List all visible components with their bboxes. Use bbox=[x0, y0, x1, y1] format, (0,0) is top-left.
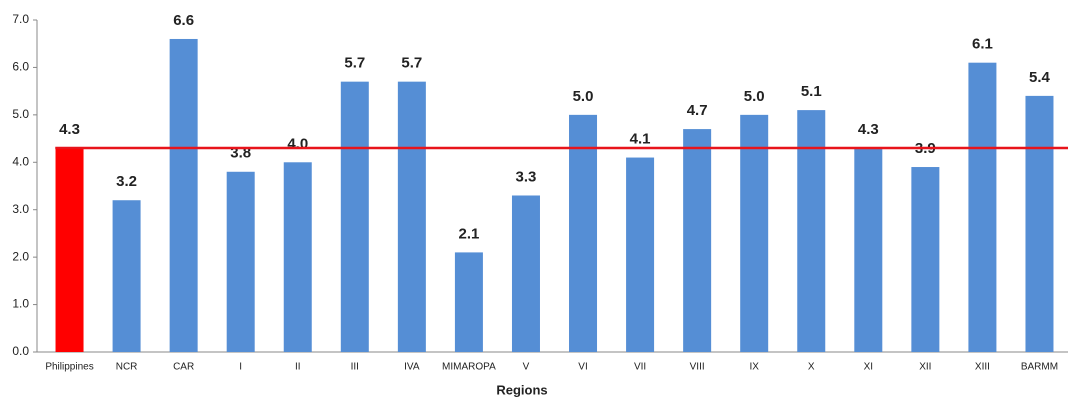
y-tick-label: 7.0 bbox=[12, 12, 29, 26]
y-tick-label: 4.0 bbox=[12, 154, 29, 168]
bar bbox=[454, 252, 483, 352]
x-tick-label: XI bbox=[864, 362, 873, 373]
bar bbox=[626, 157, 655, 352]
value-label: 4.0 bbox=[287, 135, 308, 152]
value-label: 4.1 bbox=[630, 131, 651, 148]
x-tick-label: IX bbox=[749, 362, 759, 373]
x-tick-label: CAR bbox=[173, 362, 194, 373]
value-label: 2.1 bbox=[458, 225, 479, 242]
y-tick-label: 0.0 bbox=[12, 344, 29, 358]
x-tick-label: Philippines bbox=[45, 362, 93, 373]
bar bbox=[683, 129, 712, 352]
bar bbox=[911, 167, 940, 352]
x-tick-label: IVA bbox=[404, 362, 420, 373]
x-tick-label: VI bbox=[578, 362, 587, 373]
value-label: 5.0 bbox=[744, 88, 765, 105]
y-tick-label: 5.0 bbox=[12, 107, 29, 121]
y-tick-label: 2.0 bbox=[12, 249, 29, 263]
bar bbox=[569, 114, 598, 352]
value-label: 5.7 bbox=[344, 55, 365, 72]
value-label: 5.0 bbox=[573, 88, 594, 105]
x-tick-label: BARMM bbox=[1021, 362, 1058, 373]
value-label: 5.7 bbox=[401, 55, 422, 72]
y-tick-label: 6.0 bbox=[12, 60, 29, 74]
bar bbox=[740, 114, 769, 352]
bar bbox=[169, 38, 198, 352]
x-tick-label: XIII bbox=[975, 362, 990, 373]
bar bbox=[283, 162, 312, 352]
value-label: 4.7 bbox=[687, 102, 708, 119]
bar bbox=[226, 171, 255, 352]
x-tick-label: V bbox=[523, 362, 530, 373]
value-label: 6.6 bbox=[173, 12, 194, 29]
value-label: 6.1 bbox=[972, 36, 993, 53]
x-tick-label: X bbox=[808, 362, 815, 373]
value-label: 3.2 bbox=[116, 173, 137, 190]
value-label: 4.3 bbox=[858, 121, 879, 138]
bar bbox=[340, 81, 369, 353]
x-tick-label: II bbox=[295, 362, 301, 373]
value-label: 5.1 bbox=[801, 83, 822, 100]
bar bbox=[397, 81, 426, 353]
value-label: 4.3 bbox=[59, 121, 80, 138]
bar bbox=[797, 110, 826, 352]
bar bbox=[854, 148, 883, 352]
bar bbox=[511, 195, 540, 352]
x-tick-label: III bbox=[351, 362, 359, 373]
x-axis-title: Regions bbox=[496, 382, 547, 397]
value-label: 5.4 bbox=[1029, 69, 1051, 86]
bar bbox=[968, 62, 997, 352]
x-tick-label: VII bbox=[634, 362, 646, 373]
x-tick-label: VIII bbox=[690, 362, 705, 373]
bar bbox=[1025, 95, 1054, 352]
y-tick-label: 3.0 bbox=[12, 202, 29, 216]
x-tick-label: XII bbox=[919, 362, 931, 373]
x-tick-label: NCR bbox=[116, 362, 138, 373]
x-tick-label: I bbox=[239, 362, 242, 373]
value-label: 3.3 bbox=[516, 168, 537, 185]
bar bbox=[112, 200, 141, 352]
bar bbox=[55, 148, 84, 352]
y-tick-label: 1.0 bbox=[12, 297, 29, 311]
x-tick-label: MIMAROPA bbox=[442, 362, 496, 373]
